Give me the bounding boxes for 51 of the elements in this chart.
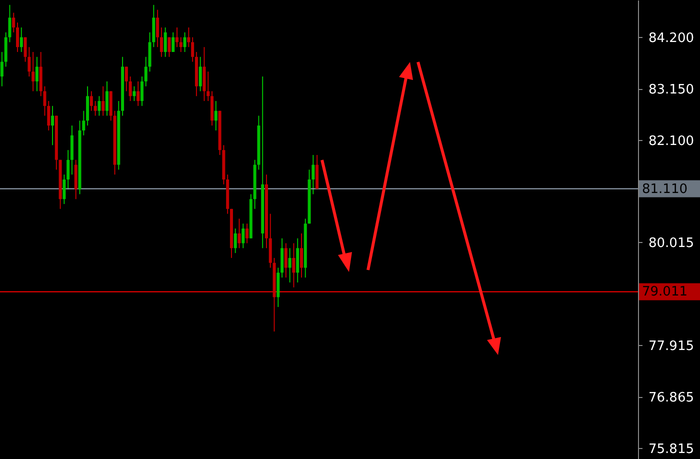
candlestick [66, 150, 70, 190]
candlestick [198, 56, 202, 92]
candlestick [144, 56, 148, 87]
y-tick-label: 77.915 [648, 338, 694, 354]
candlestick [156, 9, 160, 48]
candlestick [183, 32, 186, 52]
candlestick [246, 223, 249, 244]
y-tick-label: 80.015 [648, 236, 694, 251]
candlestick [136, 80, 140, 106]
candlestick [105, 80, 108, 116]
ref-line-label: 79.011 [642, 284, 688, 300]
candlestick [172, 32, 175, 52]
candlestick [47, 100, 50, 131]
candlestick [132, 86, 136, 102]
candlestick [51, 105, 54, 146]
candlestick [242, 223, 245, 249]
candlestick [35, 56, 38, 92]
candlestick [140, 76, 144, 106]
candlestick [16, 22, 20, 52]
candlestick [102, 86, 105, 116]
candlestick [300, 232, 303, 278]
ref-line-label: 81.110 [642, 182, 688, 197]
candlestick [187, 26, 190, 48]
candlestick [206, 71, 210, 102]
y-tick-label: 76.865 [648, 390, 694, 406]
candlestick [20, 26, 23, 52]
y-tick-label: 83.150 [648, 82, 694, 98]
candlestick [128, 76, 132, 102]
candlestick [238, 218, 241, 249]
candlestick [90, 90, 93, 112]
candlestick [164, 26, 167, 58]
candlestick [62, 174, 66, 204]
candlestick [292, 242, 296, 288]
y-tick-label: 75.815 [648, 442, 694, 457]
candlestick [288, 248, 292, 283]
candlestick [176, 26, 179, 48]
candlestick [191, 36, 194, 62]
candlestick [98, 96, 101, 116]
y-tick-label: 84.200 [648, 30, 694, 46]
candlestick [160, 26, 163, 58]
candlestick [0, 51, 4, 87]
candlestick [284, 242, 288, 278]
candlestick [234, 228, 237, 254]
candlestick [12, 12, 16, 33]
candlestick [214, 100, 218, 131]
y-tick-label: 82.100 [648, 134, 694, 149]
candlestick [168, 36, 171, 58]
candlestick [94, 100, 97, 116]
candlestick [179, 36, 182, 52]
candlestick [124, 66, 128, 92]
candlestick [32, 51, 35, 92]
